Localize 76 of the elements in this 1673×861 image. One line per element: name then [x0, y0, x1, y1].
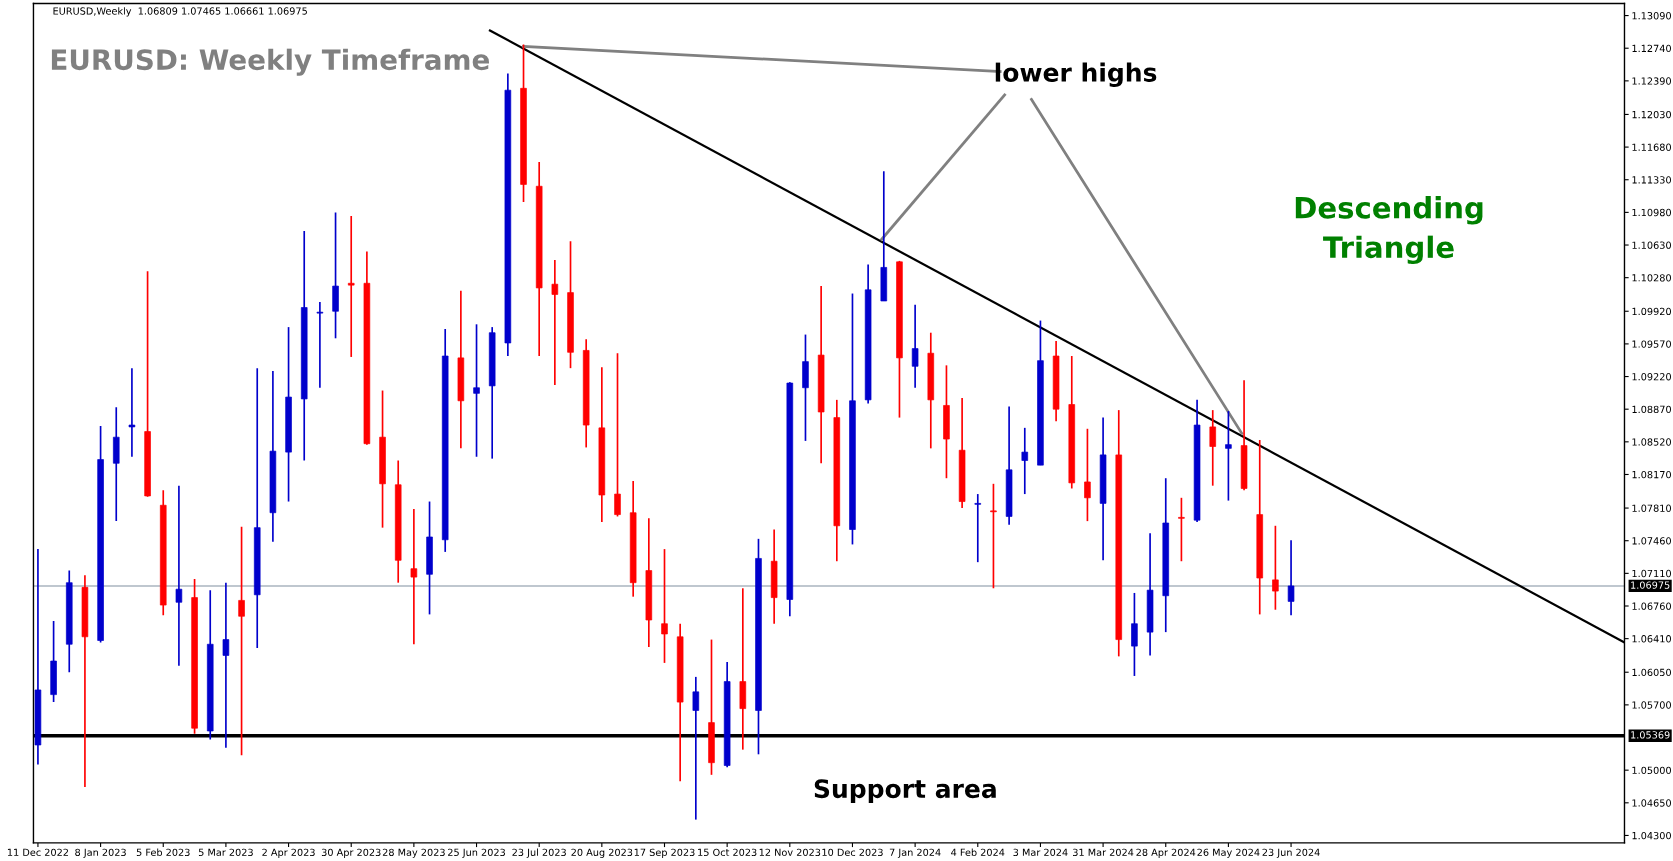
ref-line-label: 1.06975 [1631, 581, 1670, 589]
y-tick-label: 1.10630 [1632, 241, 1671, 249]
candlestick [316, 301, 324, 389]
y-tick-label: 1.07460 [1632, 537, 1671, 545]
y-tick-label: 1.04300 [1632, 831, 1671, 840]
y-tick-label: 1.06410 [1632, 635, 1671, 643]
candlestick [222, 581, 230, 749]
x-tick-label: 8 Jan 2023 [75, 848, 126, 858]
x-tick-label: 26 May 2024 [1197, 848, 1260, 858]
x-tick-label: 7 Jan 2024 [889, 848, 941, 858]
y-tick-label: 1.07810 [1632, 504, 1671, 512]
candlestick [1131, 592, 1138, 677]
x-tick-label: 4 Feb 2024 [951, 848, 1005, 856]
y-tick-label: 1.09570 [1632, 340, 1671, 348]
text: EURUSD: Weekly Timeframe [51, 48, 489, 76]
candlestick [1209, 409, 1216, 487]
x-tick-label: 2 Apr 2023 [262, 848, 315, 858]
candlestick [1021, 427, 1029, 495]
y-tick-label: 1.05000 [1632, 766, 1671, 774]
candlestick [911, 303, 919, 389]
y-tick-label: 1.09220 [1632, 373, 1671, 381]
annotation: Descending Triangle [1295, 196, 1483, 265]
candlestick [1287, 539, 1295, 617]
x-tick-label: 12 Nov 2023 [759, 848, 821, 856]
y-tick-label: 1.04650 [1632, 799, 1671, 807]
y-tick-label: 1.06760 [1632, 602, 1671, 610]
y-tick-label: 1.10980 [1632, 208, 1671, 217]
candlestick [238, 525, 245, 757]
y-tick-label: 1.11330 [1632, 176, 1671, 184]
candlestick [410, 508, 418, 646]
candlestick [473, 323, 480, 458]
x-tick-label: 10 Dec 2023 [822, 848, 883, 856]
candlestick [128, 367, 136, 458]
x-tick-label: 5 Feb 2023 [136, 848, 190, 856]
ref-line-label: 1.05369 [1631, 731, 1670, 739]
candlestick [1225, 410, 1232, 502]
y-tick-label: 1.08170 [1632, 470, 1671, 479]
chart-subtitle: EURUSD,Weekly 1.06809 1.07465 1.06661 1.06975 [53, 7, 307, 17]
x-tick-label: 30 Apr 2023 [321, 848, 381, 858]
x-tick-label: 5 Mar 2023 [198, 848, 253, 856]
x-tick-label: 3 Mar 2024 [1013, 848, 1068, 856]
x-tick-label: 23 Jul 2023 [512, 848, 566, 858]
x-tick-label: 11 Dec 2022 [7, 848, 69, 856]
y-tick-label: 1.11680 [1632, 143, 1671, 151]
candlestick [974, 493, 982, 563]
y-tick-label: 1.13090 [1632, 12, 1671, 20]
y-tick-label: 1.12030 [1632, 110, 1671, 119]
y-tick-label: 1.10280 [1632, 274, 1671, 282]
x-tick-label: 25 Jun 2023 [448, 848, 505, 858]
candlestick [551, 259, 559, 386]
candlestick [347, 215, 355, 358]
y-tick-label: 1.09920 [1632, 307, 1671, 316]
x-tick-label: 20 Aug 2023 [571, 848, 633, 858]
y-tick-label: 1.12740 [1632, 44, 1671, 53]
annotation: lower highs [995, 62, 1157, 87]
x-tick-label: 31 Mar 2024 [1073, 848, 1134, 856]
annotation: Support area [814, 779, 996, 803]
candlestick [175, 484, 183, 667]
candlestick [1178, 496, 1185, 563]
y-tick-label: 1.12390 [1632, 77, 1671, 85]
candlestick [692, 676, 700, 821]
candlestick [990, 482, 997, 590]
x-tick-label: 23 Jun 2024 [1262, 848, 1320, 858]
y-tick-label: 1.06050 [1632, 668, 1671, 677]
candlestick [1272, 524, 1279, 611]
y-tick-label: 1.07110 [1632, 569, 1671, 578]
x-tick-label: 28 May 2023 [382, 848, 445, 858]
y-tick-label: 1.05700 [1632, 701, 1671, 709]
y-tick-label: 1.08870 [1632, 405, 1671, 414]
candlestick [1084, 427, 1091, 522]
x-tick-label: 17 Sep 2023 [634, 848, 695, 858]
y-tick-label: 1.08520 [1632, 438, 1671, 446]
x-tick-label: 15 Oct 2023 [698, 848, 757, 856]
x-tick-label: 28 Apr 2024 [1136, 848, 1196, 858]
candlestick [614, 352, 621, 518]
candlestick [661, 548, 668, 664]
